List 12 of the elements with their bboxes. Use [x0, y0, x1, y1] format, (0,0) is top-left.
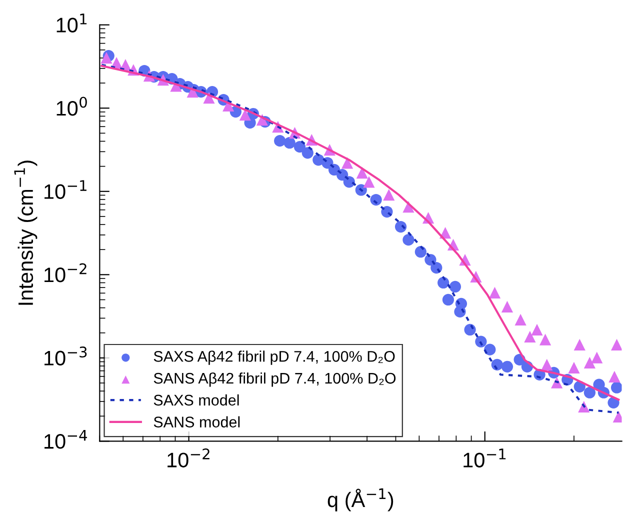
legend-label: SAXS model: [154, 394, 239, 406]
x-axis-title: q (Å$^{−1}$): [328, 488, 394, 512]
y-tick-label: 10$^{−2}$: [44, 263, 86, 282]
y-axis-title: Intensity (cm$^{−1}$): [14, 160, 38, 305]
y-tick-label: 10$^{1}$: [56, 14, 87, 32]
legend-label: SANS model: [154, 416, 240, 428]
y-tick-label: 10$^{−1}$: [44, 180, 86, 200]
y-tick-label: 10$^{0}$: [56, 96, 87, 116]
y-tick-label: 10$^{−4}$: [44, 430, 87, 449]
legend-label: SANS Aβ42 fibril pD 7.4, 100% D₂O: [154, 372, 396, 387]
y-tick-label: 10$^{−3}$: [44, 346, 87, 366]
legend-label: SAXS Aβ42 fibril pD 7.4, 100% D₂O: [154, 350, 395, 365]
